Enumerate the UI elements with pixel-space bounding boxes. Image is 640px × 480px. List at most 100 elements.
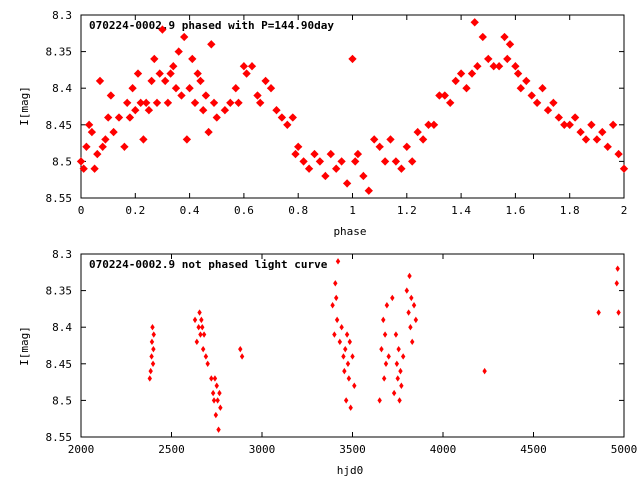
data-point: [299, 157, 308, 166]
data-point: [79, 164, 88, 173]
x-tick-label: 3000: [249, 443, 276, 456]
data-point: [125, 113, 135, 122]
data-point: [334, 316, 340, 324]
data-point: [429, 120, 439, 129]
data-point: [451, 76, 460, 86]
data-point: [242, 69, 251, 78]
data-point: [350, 353, 355, 360]
data-point: [128, 84, 137, 93]
x-tick-label: 3500: [339, 443, 366, 456]
data-point: [513, 69, 523, 78]
data-point: [193, 69, 202, 78]
data-point: [347, 338, 352, 346]
data-point: [391, 389, 397, 397]
y-axis-label: I[mag]: [18, 326, 31, 366]
data-point: [201, 331, 207, 338]
data-point: [76, 157, 86, 166]
data-point: [380, 157, 390, 166]
data-point: [505, 40, 515, 49]
y-tick-label: 8.3: [52, 248, 72, 261]
data-point: [393, 331, 399, 338]
raw-light-curve-chart: 070224-0002.9 not phased light curve I[m…: [18, 248, 637, 477]
y-tick-label: 8.35: [46, 285, 73, 298]
y-axis-label: I[mag]: [18, 86, 31, 126]
data-point: [394, 360, 400, 367]
data-point: [315, 157, 325, 166]
data-point: [345, 360, 351, 367]
data-point: [500, 32, 509, 42]
data-points: [76, 18, 629, 195]
data-point: [197, 309, 202, 316]
data-point: [277, 113, 287, 122]
data-point: [185, 84, 194, 93]
data-point: [182, 135, 192, 144]
y-tick-label: 8.3: [52, 9, 72, 22]
data-point: [418, 135, 428, 144]
data-point: [144, 106, 154, 115]
data-point: [215, 397, 220, 404]
y-tick-label: 8.55: [46, 192, 73, 205]
data-point: [304, 164, 314, 173]
y-tick-label: 8.35: [46, 46, 73, 59]
data-point: [330, 302, 335, 309]
data-point: [440, 91, 449, 100]
data-point: [532, 98, 542, 107]
data-point: [200, 324, 205, 331]
data-point: [109, 127, 118, 137]
data-point: [272, 106, 281, 115]
data-point: [344, 331, 350, 338]
data-point: [209, 98, 219, 107]
data-point: [337, 157, 346, 166]
x-tick-label: 0.6: [234, 204, 254, 217]
data-point: [410, 338, 415, 346]
data-point: [598, 127, 607, 137]
data-point: [234, 98, 243, 107]
data-point: [382, 331, 388, 338]
data-point: [133, 69, 143, 78]
data-point: [217, 389, 222, 397]
y-tick-label: 8.5: [52, 155, 72, 168]
data-point: [239, 62, 249, 71]
chart-title: 070224-0002.9 not phased light curve: [89, 258, 328, 271]
data-point: [489, 62, 498, 71]
data-point: [413, 316, 419, 324]
data-point: [84, 120, 94, 129]
y-tick-label: 8.4: [52, 321, 72, 334]
data-point: [353, 149, 363, 159]
x-tick-label: 1.2: [397, 204, 417, 217]
data-point: [93, 149, 102, 159]
data-point: [554, 113, 563, 122]
data-point: [462, 84, 471, 93]
data-point: [212, 113, 221, 122]
data-point: [409, 294, 414, 302]
data-point: [180, 32, 189, 42]
data-point: [213, 411, 219, 419]
y-tick-label: 8.5: [52, 394, 72, 407]
data-point: [131, 106, 140, 115]
data-point: [359, 171, 368, 181]
data-point: [266, 84, 276, 93]
y-tick-label: 8.45: [46, 358, 73, 371]
data-point: [616, 309, 621, 316]
data-point: [614, 149, 623, 159]
data-point: [291, 149, 300, 159]
data-point: [310, 149, 319, 159]
data-point: [150, 54, 159, 64]
data-point: [570, 113, 580, 122]
data-point: [326, 149, 335, 159]
data-point: [218, 404, 223, 411]
x-tick-label: 5000: [611, 443, 638, 456]
data-point: [147, 375, 152, 382]
data-point: [114, 113, 124, 122]
data-point: [207, 40, 216, 49]
data-point: [231, 84, 240, 93]
plot-frame: [80, 14, 625, 199]
x-tick-label: 1: [349, 204, 356, 217]
phased-light-curve-chart: 070224-0002.9 phased with P=144.90day I[…: [18, 9, 629, 238]
data-point: [351, 157, 360, 166]
data-point: [190, 98, 200, 107]
data-point: [408, 157, 417, 166]
data-point: [238, 345, 243, 353]
data-point: [188, 54, 197, 64]
